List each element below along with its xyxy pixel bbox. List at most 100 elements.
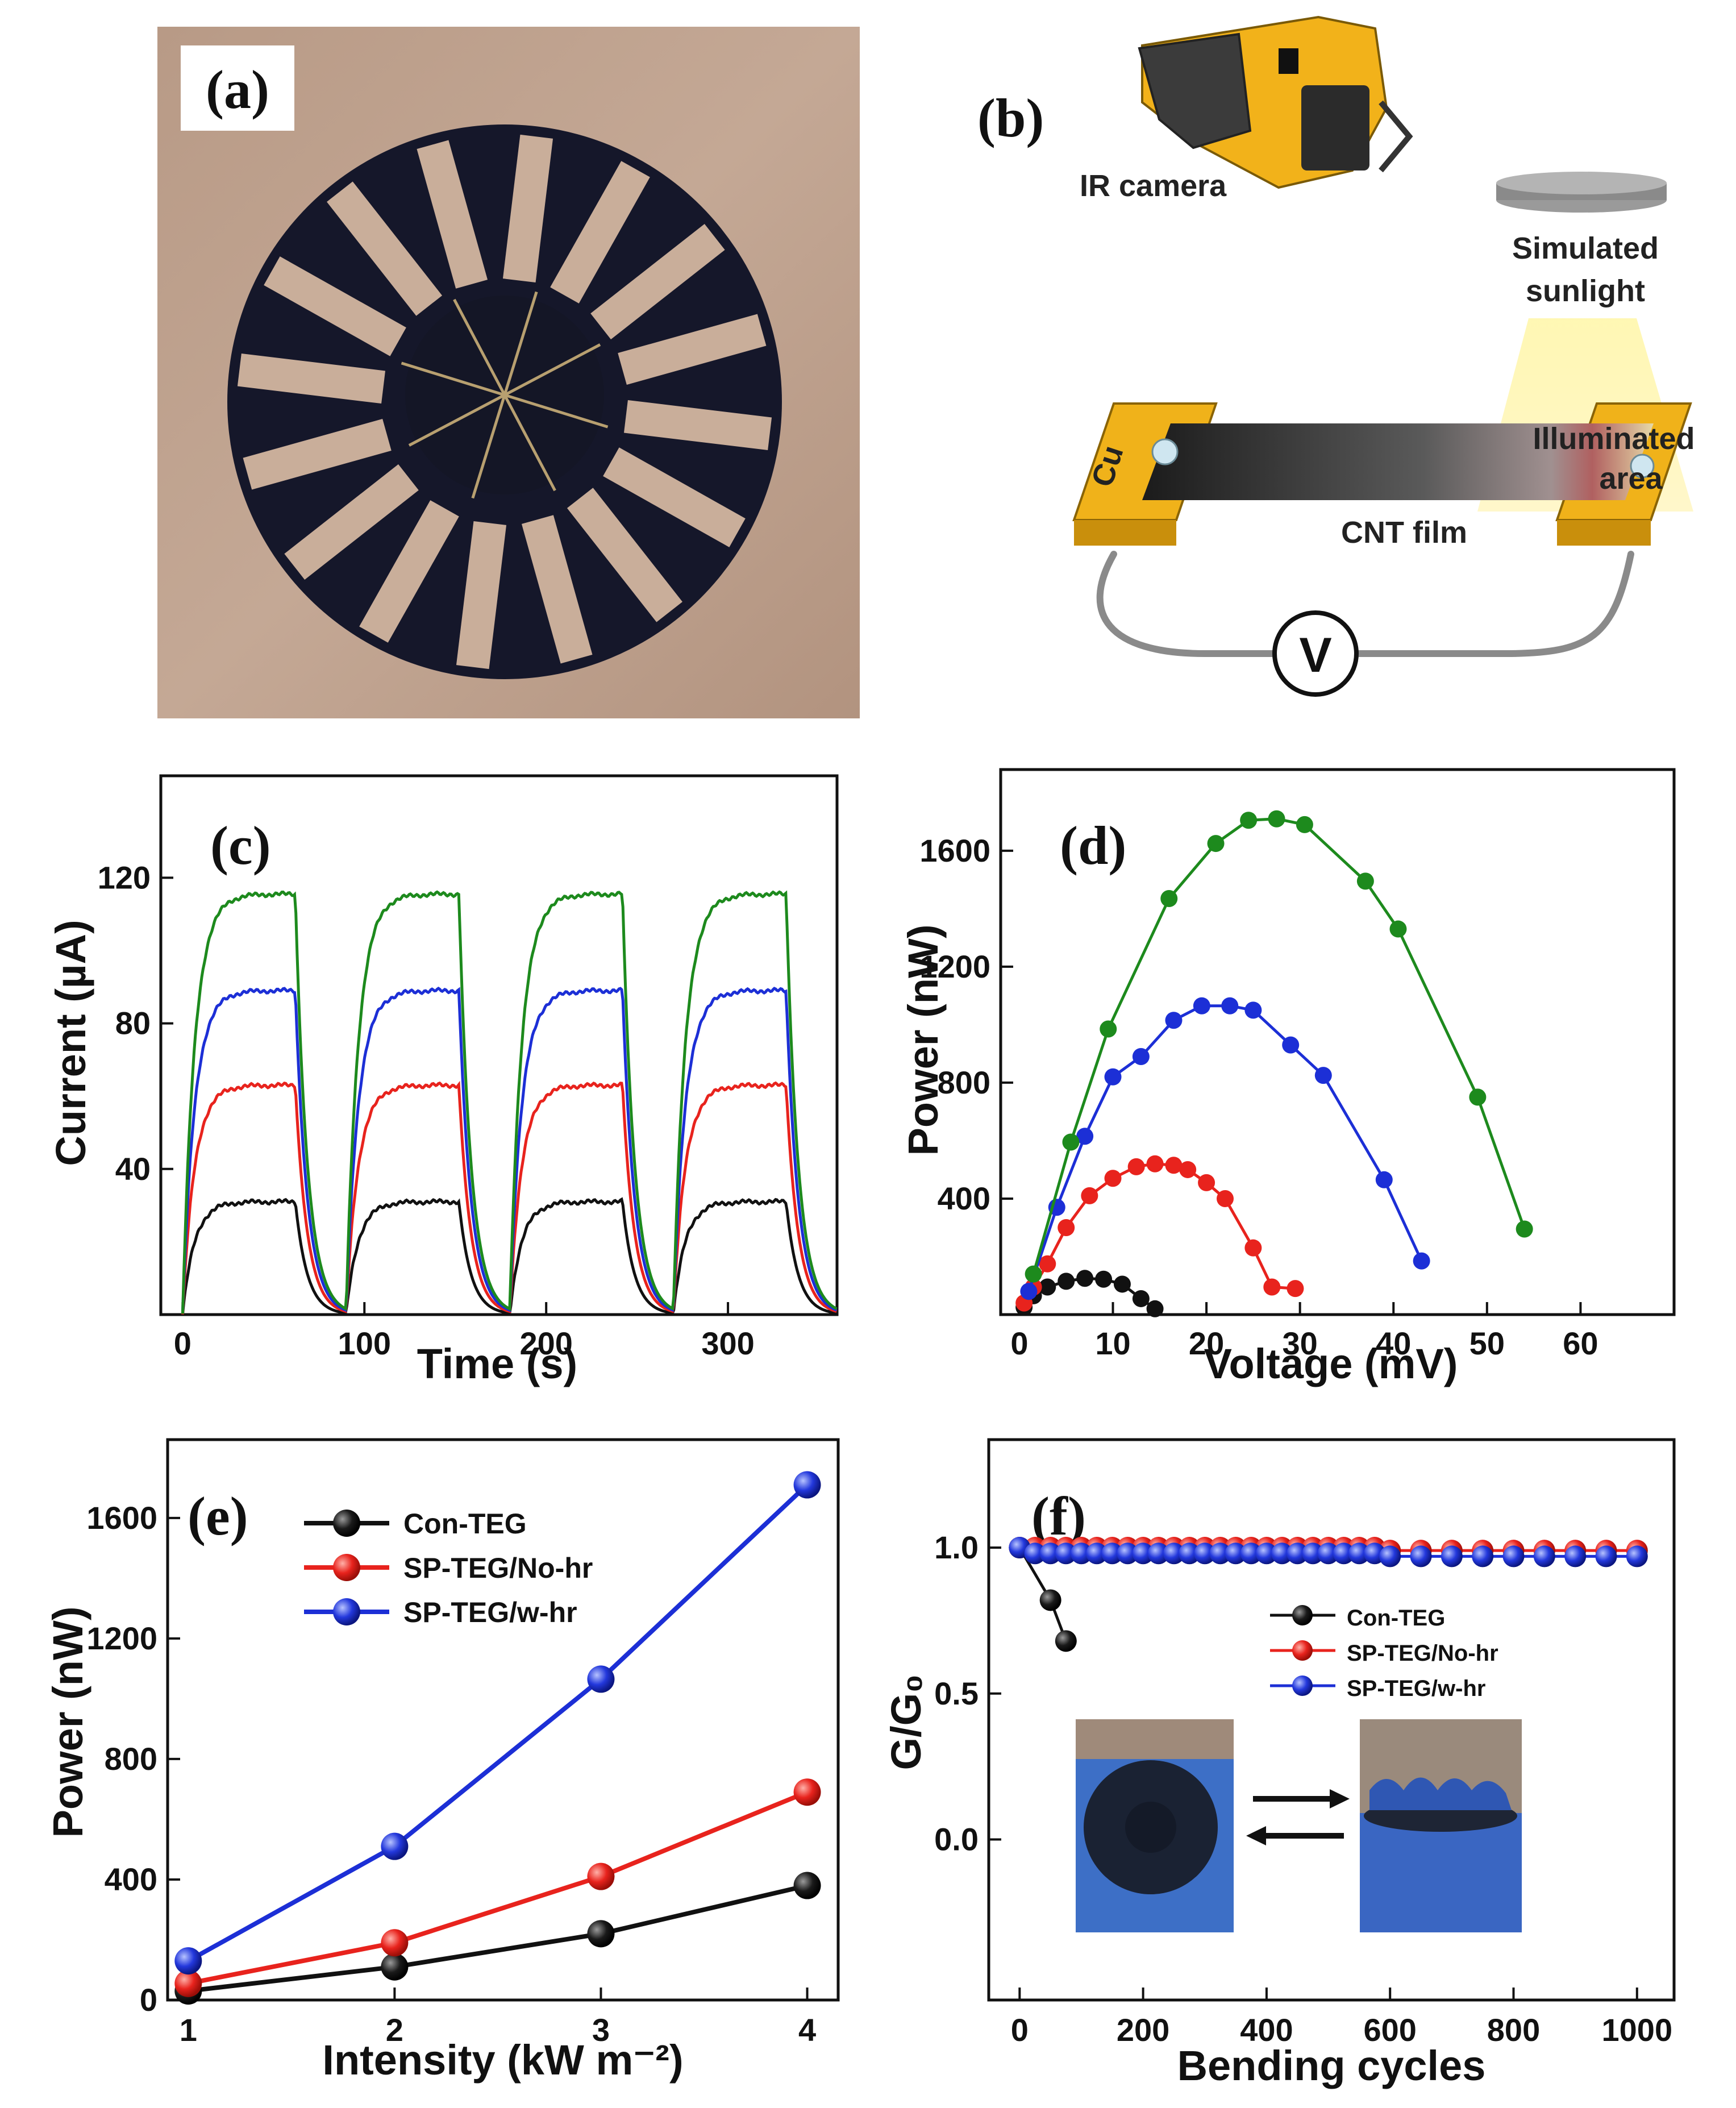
panel-f: (f) 0 200 400 600 800 1000 0.0 0.5 1.0 Bending cy… — [882, 1438, 1676, 2089]
panel-d: (d) 0 10 20 30 40 50 60 400 800 1200 1600 Voltage (… — [900, 768, 1676, 1387]
x-tick-label: 200 — [519, 1325, 572, 1361]
data-point — [1070, 1542, 1092, 1565]
data-point — [1024, 1542, 1046, 1565]
data-point — [1317, 1542, 1339, 1565]
paper-spoke — [603, 447, 746, 547]
current-trace-green — [181, 890, 838, 1314]
data-point — [1255, 1542, 1277, 1565]
legend-label: Con-TEG — [403, 1508, 527, 1540]
y-tick-label: 0 — [140, 1982, 157, 2018]
panel-label-c: (c) — [210, 815, 271, 876]
data-point — [1179, 1161, 1197, 1178]
data-point — [1117, 1542, 1139, 1565]
data-point — [1240, 1542, 1262, 1565]
sunlight-label: sunlight — [1526, 274, 1645, 308]
paper-spokes — [237, 134, 772, 670]
electrode-line — [471, 394, 506, 499]
series-line-green — [1032, 817, 1526, 1275]
probe-left — [1151, 438, 1179, 465]
data-point — [1240, 812, 1258, 829]
paper-spoke — [327, 181, 443, 316]
legend-entry: Con-TEG — [1270, 1605, 1445, 1631]
y-tick-label: 80 — [115, 1005, 151, 1041]
data-point — [1469, 1088, 1487, 1106]
electrode-line — [503, 291, 538, 396]
panel-c: (c) 0 100 200 300 40 80 120 Time (s) Current (µA… — [47, 774, 839, 1387]
series-line-red — [188, 1790, 809, 1986]
x-tick-label: 30 — [1283, 1325, 1318, 1361]
x-tick-label: 2 — [386, 2012, 403, 2048]
plot-frame-c — [159, 774, 839, 1316]
data-point — [1314, 1067, 1332, 1084]
x-axis-label: Time (s) — [417, 1340, 577, 1387]
data-point — [1410, 1545, 1432, 1568]
x-tick-label: 0 — [174, 1325, 191, 1361]
legend-label: Con-TEG — [1347, 1606, 1445, 1631]
data-point — [1282, 1036, 1300, 1054]
x-axis-label: Voltage (mV) — [1204, 1340, 1458, 1387]
cnt-film — [1142, 423, 1654, 500]
data-point — [1165, 1157, 1183, 1174]
bend-arrows-icon — [1246, 1789, 1350, 1845]
electrode-lines — [401, 291, 609, 499]
data-point — [1595, 1545, 1617, 1568]
y-axis-label: Power (nW) — [44, 1607, 91, 1838]
data-point — [1039, 1255, 1056, 1273]
paper-spoke — [417, 140, 488, 289]
data-point — [1296, 816, 1313, 833]
data-point — [174, 1947, 202, 1975]
data-point — [1472, 1545, 1494, 1568]
data-point — [1268, 810, 1285, 828]
x-tick-label: 3 — [592, 2012, 610, 2048]
legend-label: SP-TEG/No-hr — [1347, 1641, 1498, 1666]
y-tick-label: 1600 — [919, 833, 990, 868]
area-label: area — [1599, 461, 1663, 496]
data-point — [793, 1471, 821, 1499]
data-point — [1271, 1542, 1293, 1565]
data-point — [1287, 1280, 1304, 1298]
wire-right — [1352, 551, 1634, 657]
legend-marker — [1292, 1675, 1313, 1696]
data-point — [1194, 1542, 1216, 1565]
data-point — [1058, 1219, 1075, 1236]
data-point — [1039, 1542, 1061, 1565]
data-point — [1333, 1542, 1355, 1565]
data-point — [1076, 1128, 1094, 1145]
electrode-line — [503, 343, 601, 397]
y-tick-label: 1600 — [86, 1500, 157, 1536]
data-point — [1020, 1283, 1038, 1300]
x-tick-label: 50 — [1469, 1325, 1505, 1361]
y-tick-label: 800 — [105, 1741, 157, 1777]
x-tick-label: 20 — [1189, 1325, 1224, 1361]
y-tick-label: 400 — [938, 1180, 990, 1216]
x-tick-label: 1 — [180, 2012, 197, 2048]
data-point — [1221, 997, 1239, 1014]
inset-photo-flat — [1076, 1719, 1234, 1932]
y-tick-label: 1200 — [919, 949, 990, 984]
legend-entry: SP-TEG/w-hr — [1270, 1675, 1485, 1701]
x-tick-label: 400 — [1240, 2012, 1293, 2048]
paper-spoke — [521, 515, 593, 664]
x-tick-label: 4 — [798, 2012, 816, 2048]
x-tick-label: 300 — [701, 1325, 754, 1361]
data-point — [1198, 1174, 1215, 1191]
data-point — [1626, 1545, 1648, 1568]
data-point — [1101, 1542, 1123, 1565]
x-tick-label: 0 — [1011, 2012, 1029, 2048]
data-point — [1287, 1542, 1309, 1565]
paper-spoke — [359, 500, 459, 643]
data-point — [1263, 1278, 1281, 1296]
panel-label-b: (b) — [977, 88, 1044, 148]
current-trace-blue — [181, 986, 838, 1314]
y-tick-label: 40 — [115, 1151, 151, 1187]
y-tick-label: 0.0 — [934, 1822, 979, 1857]
legend-label: SP-TEG/w-hr — [1347, 1676, 1485, 1701]
data-point — [1062, 1133, 1080, 1151]
x-tick-label: 800 — [1487, 2012, 1540, 2048]
data-point — [1086, 1542, 1108, 1565]
x-tick-label: 10 — [1095, 1325, 1130, 1361]
data-point — [1533, 1545, 1555, 1568]
data-point — [1356, 872, 1374, 890]
x-tick-label: 200 — [1117, 2012, 1169, 2048]
cu-electrode-left-front — [1074, 520, 1176, 546]
